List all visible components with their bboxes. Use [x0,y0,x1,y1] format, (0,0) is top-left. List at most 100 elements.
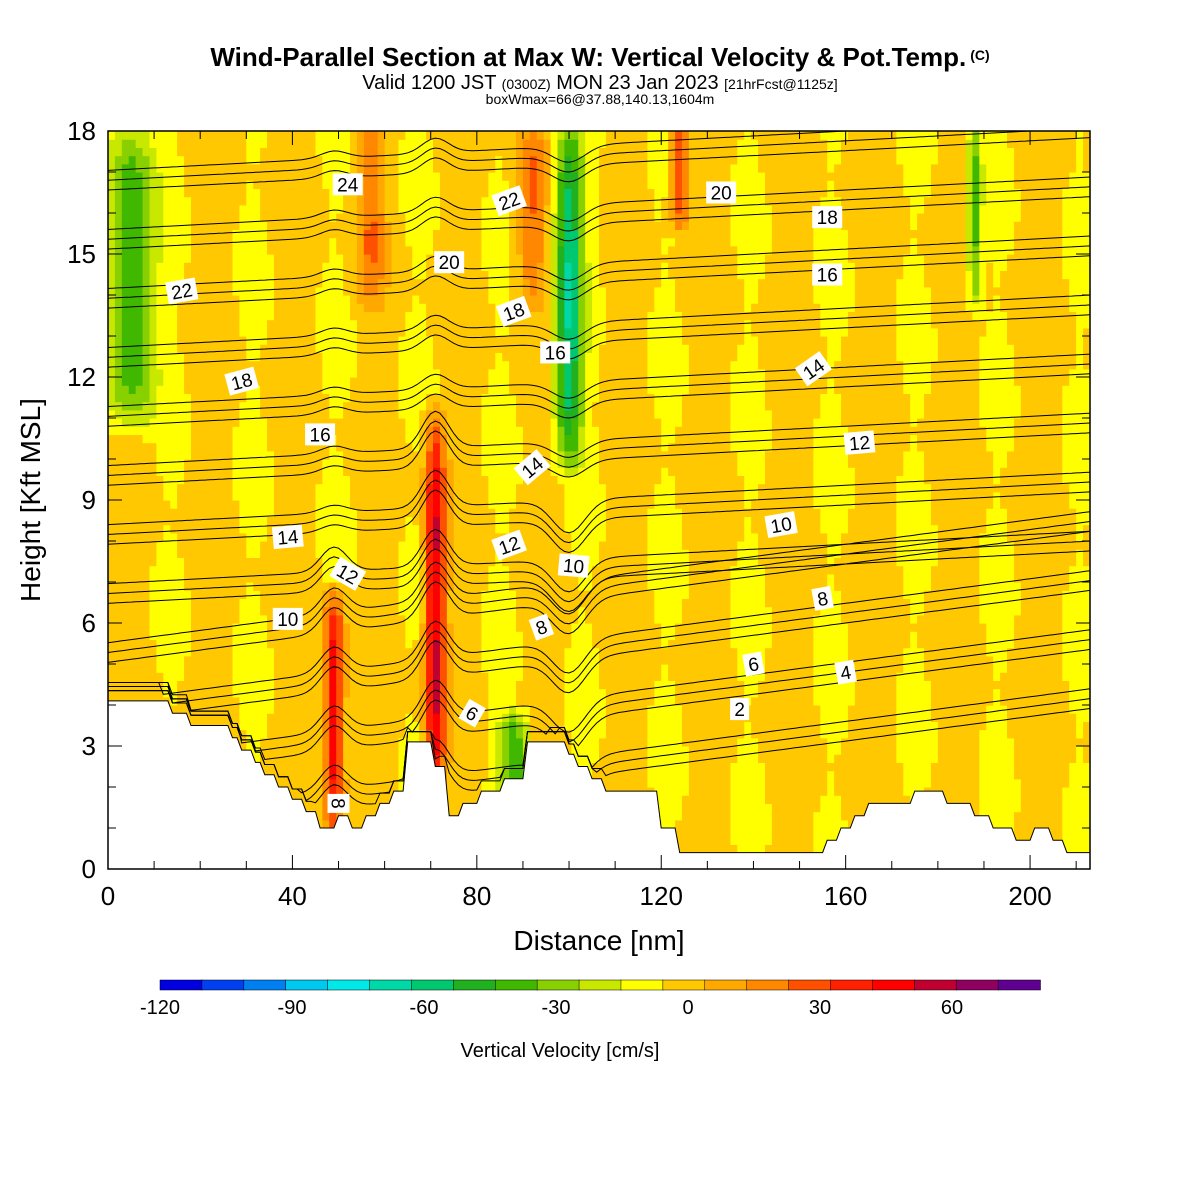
field-cell [204,188,213,198]
field-cell [363,491,372,501]
field-cell [149,327,158,337]
field-cell [246,295,254,304]
field-cell [197,393,206,403]
field-cell [273,204,282,214]
field-cell [260,139,268,148]
field-cell [350,311,358,321]
field-cell [294,368,303,378]
field-cell [142,524,151,534]
field-cell [287,237,296,247]
field-cell [398,639,406,649]
field-cell [267,336,275,345]
field-cell [170,524,178,534]
field-cell [294,409,303,419]
field-cell [308,606,317,616]
field-cell [177,426,185,435]
field-cell [391,221,400,230]
field-cell [280,459,289,468]
field-cell [439,639,448,649]
field-cell [377,442,386,452]
field-cell [350,303,358,312]
field-cell [108,213,116,222]
field-cell [142,598,151,608]
field-cell [308,500,317,509]
field-cell [246,221,254,230]
field-cell [350,754,358,763]
field-cell [218,352,227,362]
field-cell [156,418,164,427]
field-cell [405,590,413,599]
field-cell [343,229,351,239]
field-cell [114,245,123,255]
field-cell [460,442,469,452]
field-cell [156,319,164,329]
field-cell [398,155,406,165]
field-cell [128,442,137,452]
field-cell [446,172,455,181]
field-cell [439,319,448,329]
field-cell [239,426,247,435]
field-cell [184,450,192,460]
field-cell [453,631,462,640]
field-cell [108,655,116,665]
field-cell [474,352,483,362]
field-cell [433,204,441,214]
field-cell [142,549,151,558]
field-cell [384,262,393,271]
field-cell [419,254,427,263]
field-cell [343,655,351,665]
field-cell [246,131,254,140]
field-cell [322,483,330,493]
field-cell [253,196,261,206]
field-cell [190,180,199,189]
field-cell [239,131,247,140]
field-cell [377,172,386,181]
field-cell [343,352,351,362]
field-cell [419,163,427,173]
field-cell [329,327,337,337]
field-cell [149,606,158,616]
field-cell [460,344,469,353]
field-cell [163,368,171,378]
field-cell [350,762,358,772]
field-cell [260,467,268,476]
field-cell [453,409,462,419]
field-cell [197,549,206,558]
field-cell [260,614,268,624]
field-cell [177,672,185,681]
field-cell [253,229,261,239]
field-cell [426,147,434,157]
field-cell [433,655,441,665]
field-cell [446,368,455,378]
field-cell [218,336,227,345]
field-cell [433,352,441,362]
field-cell [363,524,372,534]
field-cell [446,598,455,608]
field-cell [426,172,434,181]
field-cell [439,754,448,763]
field-cell [108,155,116,165]
field-cell [308,483,317,493]
field-cell [280,655,289,665]
field-cell [280,229,289,239]
field-cell [267,180,275,189]
field-cell [377,541,386,550]
field-cell [225,303,234,312]
field-cell [163,623,171,632]
field-cell [211,377,220,386]
field-cell [439,705,448,714]
field-cell [329,286,337,296]
field-cell [253,295,261,304]
field-cell [121,344,130,353]
field-cell [405,336,413,345]
field-cell [121,319,130,329]
field-cell [108,639,116,649]
field-cell [308,746,317,755]
field-cell [225,254,234,263]
field-cell [439,557,448,567]
field-cell [370,459,379,468]
field-cell [149,516,158,526]
field-cell [315,803,323,813]
field-cell [446,803,455,813]
field-cell [232,245,240,255]
